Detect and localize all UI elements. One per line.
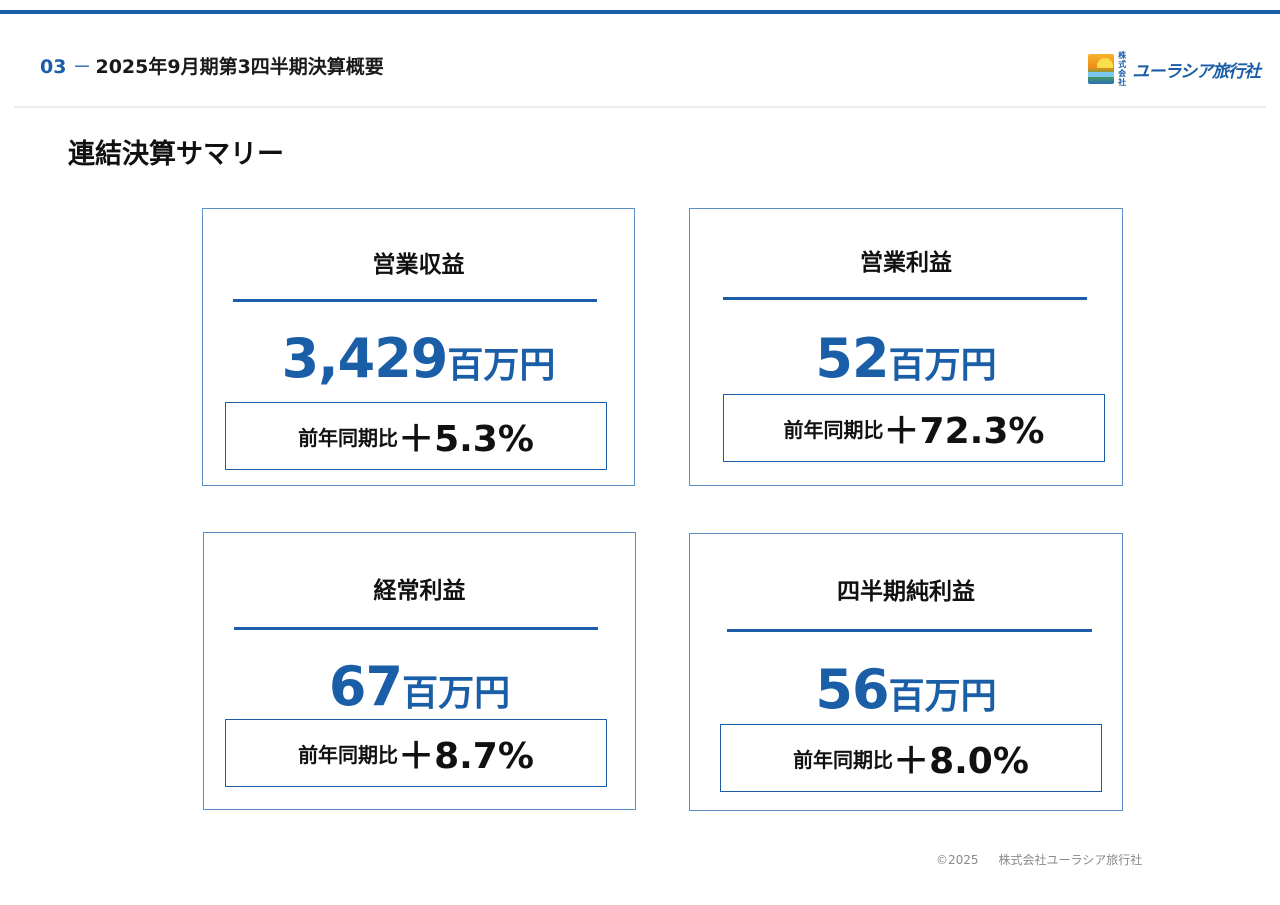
card-value-unit: 百万円 (888, 345, 997, 386)
card-value-unit: 百万円 (402, 673, 511, 714)
yoy-value: ＋8.0% (893, 741, 1029, 782)
yoy-value: ＋5.3% (398, 419, 534, 460)
card-divider (234, 627, 598, 630)
section-dash: － (72, 56, 92, 78)
card-divider (723, 297, 1087, 300)
card-value: 52百万円 (690, 327, 1122, 390)
card-value-number: 52 (815, 327, 889, 390)
yoy-label: 前年同期比 (298, 742, 399, 767)
logo-emblem-icon (1088, 54, 1115, 84)
card-value: 67百万円 (204, 655, 635, 718)
card-value-unit: 百万円 (888, 676, 997, 717)
footer-copyright: ©2025 (936, 853, 979, 867)
yoy-value: ＋8.7% (398, 736, 534, 777)
card-label: 営業利益 (860, 250, 952, 276)
card-label: 四半期純利益 (837, 579, 975, 605)
card-value: 56百万円 (690, 658, 1122, 721)
card-divider (727, 629, 1092, 632)
yoy-value: ＋72.3% (883, 411, 1045, 452)
section-title: 03 － 2025年9月期第3四半期決算概要 (40, 52, 384, 79)
section-number: 03 (40, 56, 67, 78)
card-quarterly-net-income: 四半期純利益 56百万円 前年同期比 ＋8.0% (689, 533, 1123, 811)
card-value-number: 3,429 (281, 327, 449, 390)
footer-company: 株式会社ユーラシア旅行社 (998, 853, 1143, 867)
card-label: 経常利益 (373, 578, 466, 604)
header-divider (14, 106, 1266, 108)
card-operating-profit: 営業利益 52百万円 前年同期比 ＋72.3% (689, 208, 1123, 486)
card-divider (233, 299, 597, 302)
logo-corp-type: 株式 会社 (1118, 51, 1127, 87)
yoy-text: 前年同期比 ＋8.7% (226, 720, 606, 786)
card-value: 3,429百万円 (203, 327, 634, 390)
card-operating-revenue: 営業収益 3,429百万円 前年同期比 ＋5.3% (202, 208, 635, 486)
yoy-box: 前年同期比 ＋8.0% (720, 724, 1102, 792)
card-value-unit: 百万円 (447, 345, 556, 386)
card-label: 営業収益 (372, 252, 465, 278)
card-ordinary-profit: 経常利益 67百万円 前年同期比 ＋8.7% (203, 532, 636, 810)
yoy-box: 前年同期比 ＋72.3% (723, 394, 1105, 462)
card-value-number: 56 (815, 658, 889, 721)
logo-company-name: ユーラシア旅行社 (1132, 61, 1261, 82)
yoy-box: 前年同期比 ＋5.3% (225, 402, 607, 470)
yoy-label: 前年同期比 (298, 425, 399, 450)
card-value-number: 67 (328, 655, 403, 718)
yoy-text: 前年同期比 ＋8.0% (721, 725, 1101, 791)
top-accent-bar (0, 10, 1280, 14)
yoy-label: 前年同期比 (783, 417, 884, 442)
yoy-label: 前年同期比 (793, 747, 894, 772)
yoy-text: 前年同期比 ＋5.3% (226, 403, 606, 469)
section-title-text: 2025年9月期第3四半期決算概要 (95, 56, 384, 78)
page-title: 連結決算サマリー (68, 139, 284, 170)
yoy-text: 前年同期比 ＋72.3% (724, 395, 1104, 461)
yoy-box: 前年同期比 ＋8.7% (225, 719, 607, 787)
footer: ©2025 株式会社ユーラシア旅行社 (936, 851, 1142, 868)
company-logo: 株式 会社 ユーラシア旅行社 (1088, 51, 1261, 87)
